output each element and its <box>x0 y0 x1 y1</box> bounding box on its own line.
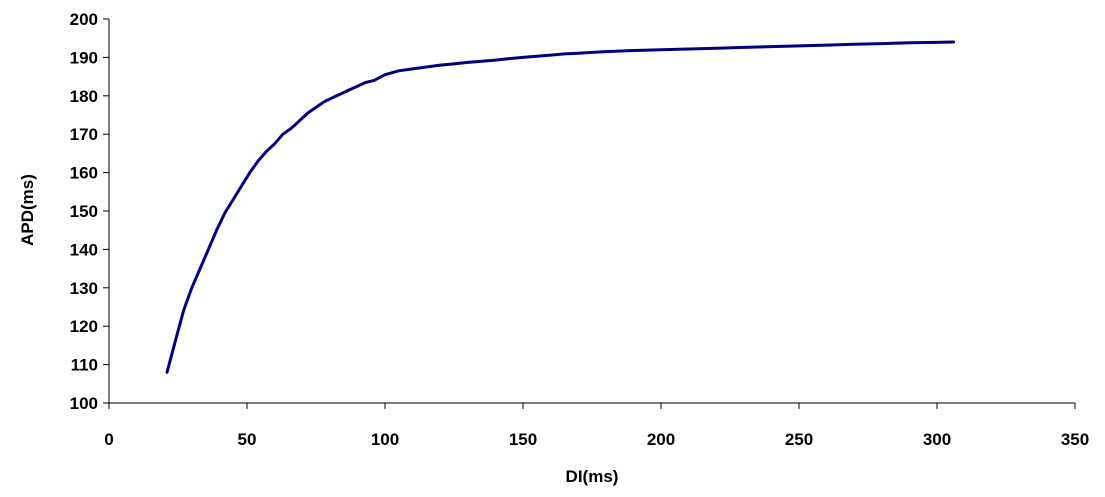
x-tick-label: 0 <box>104 430 113 449</box>
x-axis-ticks: 0 50 100 150 200 250 300 350 <box>104 403 1089 449</box>
y-axis-ticks: 100 110 120 130 140 150 160 170 180 190 200 <box>70 10 109 413</box>
y-tick-label: 150 <box>70 202 98 221</box>
x-tick-label: 100 <box>371 430 399 449</box>
axes <box>108 19 1075 404</box>
series-group <box>165 40 956 374</box>
y-tick-label: 130 <box>70 279 98 298</box>
y-tick-label: 100 <box>70 394 98 413</box>
x-tick-label: 250 <box>785 430 813 449</box>
y-tick-label: 110 <box>71 356 98 375</box>
x-tick-label: 200 <box>647 430 675 449</box>
y-axis-title: APD(ms) <box>18 174 37 246</box>
y-tick-label: 140 <box>70 240 98 259</box>
x-tick-label: 50 <box>238 430 257 449</box>
y-tick-label: 160 <box>70 164 98 183</box>
y-tick-label: 190 <box>70 48 98 67</box>
x-tick-label: 150 <box>509 430 537 449</box>
y-tick-label: 120 <box>70 317 98 336</box>
x-axis-title: DI(ms) <box>566 467 619 486</box>
x-tick-label: 300 <box>923 430 951 449</box>
y-tick-label: 170 <box>70 125 98 144</box>
y-tick-label: 200 <box>70 10 98 29</box>
y-tick-label: 180 <box>70 87 98 106</box>
series-line <box>165 40 956 374</box>
x-tick-label: 350 <box>1061 430 1089 449</box>
